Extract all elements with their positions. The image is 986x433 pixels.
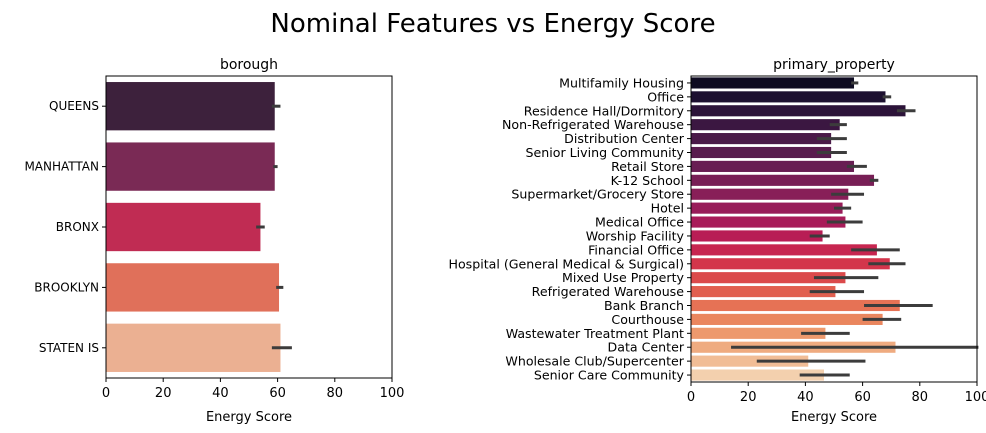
borough-y-tick-label-manhattan: MANHATTAN — [24, 160, 99, 174]
borough-bar-manhattan — [106, 142, 275, 191]
borough-x-axis: 0 20 40 60 80 100 — [102, 378, 405, 401]
primary-property-plot-frame — [690, 75, 978, 383]
primary-property-bar-financial-office — [691, 244, 877, 256]
primary-property-bar-supermarket-grocery-store — [691, 188, 849, 200]
borough-bar-brooklyn — [106, 263, 280, 312]
primary-property-chart-title: primary_property — [773, 57, 895, 73]
primary-property-y-tick-label-worship-facility: Worship Facility — [586, 228, 685, 243]
primary-property-y-tick-label-wastewater-treatment-plant: Wastewater Treatment Plant — [506, 326, 684, 341]
primary-property-y-tick-label-senior-living-community: Senior Living Community — [526, 145, 685, 160]
primary-property-y-tick-label-multifamily-housing: Multifamily Housing — [559, 75, 684, 90]
primary-property-y-tick-label-mixed-use-property: Mixed Use Property — [562, 270, 685, 285]
borough-x-tick-label-60: 60 — [269, 386, 286, 401]
borough-bar-bronx — [106, 202, 261, 252]
primary-property-x-axis-label: Energy Score — [791, 410, 877, 425]
primary-property-bar-medical-office — [691, 216, 846, 228]
primary-property-bar-hotel — [691, 202, 843, 214]
primary-property-y-tick-label-non-refrigerated-warehouse: Non-Refrigerated Warehouse — [502, 117, 684, 132]
primary-property-y-tick-label-medical-office: Medical Office — [595, 215, 684, 230]
borough-y-axis: QUEENS MANHATTAN BRONX BROOKLYN STATEN IS — [24, 99, 106, 355]
primary-property-bar-distribution-center — [691, 133, 832, 145]
primary-property-bar-courthouse — [691, 313, 883, 325]
primary-property-x-tick-label-80: 80 — [912, 390, 929, 405]
primary-property-y-tick-label-senior-care-community: Senior Care Community — [534, 368, 685, 383]
primary-property-y-tick-label-financial-office: Financial Office — [588, 242, 684, 257]
primary-property-bar-wholesale-club-supercenter — [691, 355, 809, 367]
borough-error-bars — [256, 104, 292, 350]
primary-property-bar-senior-living-community — [691, 146, 832, 159]
primary-property-y-tick-label-wholesale-club-supercenter: Wholesale Club/Supercenter — [505, 354, 684, 369]
borough-x-tick-label-100: 100 — [380, 386, 405, 401]
primary-property-y-tick-label-office: Office — [647, 89, 684, 104]
primary-property-bar-office — [691, 91, 886, 103]
borough-y-tick-label-bronx: BRONX — [56, 220, 99, 234]
primary-property-x-tick-label-40: 40 — [797, 390, 814, 405]
primary-property-bar-multifamily-housing — [691, 77, 855, 89]
primary-property-bar-senior-care-community — [691, 369, 824, 381]
borough-x-tick-label-80: 80 — [327, 386, 344, 401]
primary-property-bar-retail-store — [691, 160, 855, 172]
primary-property-x-tick-label-60: 60 — [854, 390, 871, 405]
primary-property-bars — [691, 77, 906, 381]
primary-property-y-tick-label-hotel: Hotel — [651, 201, 684, 216]
primary-property-x-axis: 0 20 40 60 80 100 — [687, 382, 986, 405]
borough-y-tick-label-queens: QUEENS — [49, 99, 99, 113]
figure-title: Nominal Features vs Energy Score — [270, 9, 715, 39]
primary-property-y-tick-label-hospital-general-medical-surgical: Hospital (General Medical & Surgical) — [449, 256, 685, 271]
primary-property-y-tick-label-retail-store: Retail Store — [611, 159, 684, 174]
primary-property-error-bars — [731, 81, 979, 377]
primary-property-y-tick-label-k-12-school: K-12 School — [611, 173, 684, 188]
primary-property-bar-residence-hall-dormitory — [691, 105, 906, 117]
primary-property-x-tick-label-0: 0 — [687, 390, 695, 405]
borough-x-tick-label-0: 0 — [102, 386, 110, 401]
primary-property-bar-wastewater-treatment-plant — [691, 327, 826, 339]
borough-x-tick-label-20: 20 — [155, 386, 172, 401]
primary-property-bar-hospital-general-medical-surgical — [691, 258, 890, 270]
primary-property-x-tick-label-20: 20 — [740, 390, 757, 405]
primary-property-y-tick-label-residence-hall-dormitory: Residence Hall/Dormitory — [524, 103, 685, 118]
primary-property-bar-bank-branch — [691, 299, 900, 312]
primary-property-y-tick-label-supermarket-grocery-store: Supermarket/Grocery Store — [511, 187, 684, 202]
primary-property-bar-non-refrigerated-warehouse — [691, 119, 840, 131]
primary-property-y-tick-label-bank-branch: Bank Branch — [604, 298, 684, 313]
primary-property-y-tick-label-data-center: Data Center — [608, 340, 685, 355]
borough-x-axis-label: Energy Score — [206, 410, 292, 425]
primary-property-bar-k-12-school — [691, 174, 875, 186]
primary-property-bar-mixed-use-property — [691, 272, 846, 284]
primary-property-y-tick-label-refrigerated-warehouse: Refrigerated Warehouse — [532, 284, 685, 299]
primary-property-bar-refrigerated-warehouse — [691, 286, 836, 298]
borough-bars — [106, 82, 281, 372]
borough-bar-queens — [106, 82, 275, 131]
borough-y-tick-label-staten-is: STATEN IS — [39, 341, 99, 355]
borough-bar-staten-is — [106, 323, 281, 372]
borough-y-tick-label-brooklyn: BROOKLYN — [34, 280, 99, 294]
primary-property-chart: primary_property Multifamily HousingOffi… — [449, 57, 986, 425]
borough-chart: borough QUEENS MANHATTAN BRONX BROOKLYN STAT… — [24, 57, 404, 425]
borough-chart-title: borough — [220, 57, 278, 73]
primary-property-x-tick-label-100: 100 — [965, 390, 986, 405]
primary-property-y-tick-label-courthouse: Courthouse — [611, 312, 684, 327]
primary-property-y-tick-label-distribution-center: Distribution Center — [564, 131, 685, 146]
primary-property-bar-worship-facility — [691, 230, 823, 242]
borough-x-tick-label-40: 40 — [212, 386, 229, 401]
